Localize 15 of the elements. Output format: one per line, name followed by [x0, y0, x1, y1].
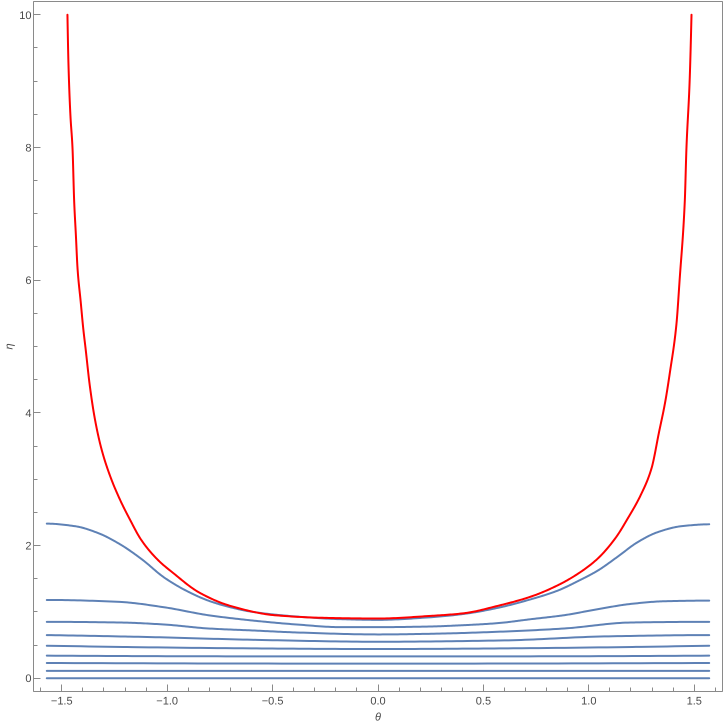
y-tick-label: 8: [25, 142, 32, 154]
x-tick-label: −0.5: [262, 696, 284, 708]
x-tick-label: 1.5: [686, 696, 702, 708]
x-tick-label: 1.0: [581, 696, 596, 708]
x-tick-label: −1.0: [156, 696, 178, 708]
x-tick-label: 0.5: [476, 696, 492, 708]
x-tick-label: −1.5: [50, 696, 73, 708]
y-tick-label: 0: [25, 673, 32, 686]
y-tick-label: 4: [25, 408, 32, 420]
y-axis-title: η: [3, 343, 16, 350]
y-tick-label: 10: [19, 10, 32, 22]
y-tick-label: 2: [25, 540, 32, 553]
x-axis-title: θ: [375, 712, 382, 724]
x-tick-label: 0.0: [370, 696, 386, 708]
y-tick-label: 6: [25, 275, 32, 288]
